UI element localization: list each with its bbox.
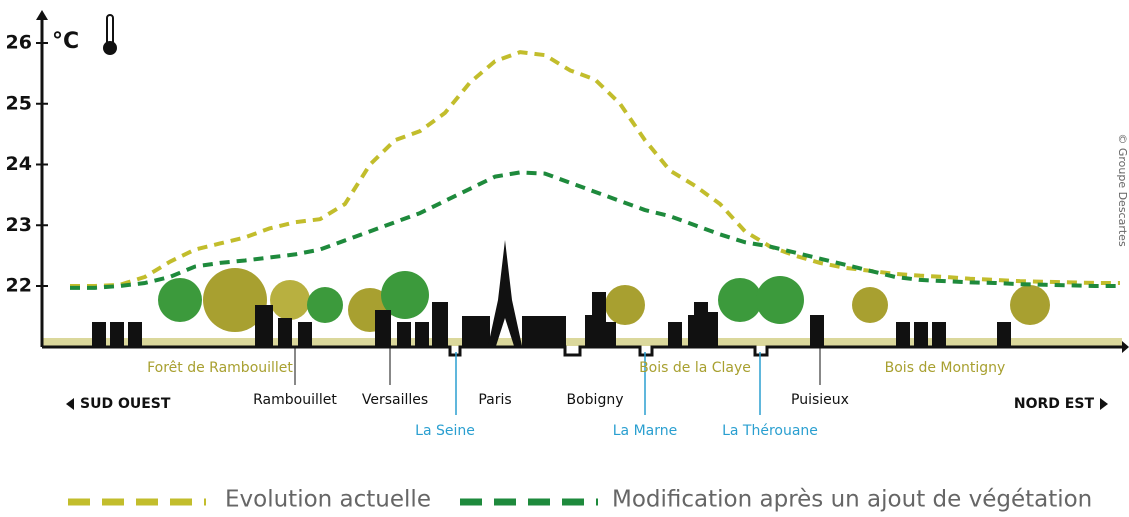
skyline — [36, 10, 1129, 415]
x-tick-label: La Thérouane — [722, 423, 818, 439]
direction-left: SUD OUEST — [80, 396, 171, 412]
x-tick-label: Bobigny — [567, 392, 624, 408]
y-tick-label: 26 — [6, 32, 32, 54]
x-tick-label: Rambouillet — [253, 392, 337, 408]
x-tick-label: Bois de Montigny — [885, 360, 1006, 376]
y-tick-label: 23 — [6, 214, 32, 236]
credit: © Groupe Descartes — [1116, 133, 1129, 247]
chart: °C SUD OUEST NORD EST © Groupe Descartes… — [0, 0, 1129, 517]
y-tick-label: 24 — [6, 153, 32, 175]
y-tick-label: 25 — [6, 92, 32, 114]
legend-label: Modification après un ajout de végétatio… — [612, 487, 1092, 513]
x-tick-label: Puisieux — [791, 392, 849, 408]
x-tick-label: La Marne — [613, 423, 677, 439]
x-tick-label: Bois de la Claye — [639, 360, 751, 376]
direction-right: NORD EST — [1014, 396, 1095, 412]
x-tick-label: Versailles — [362, 392, 428, 408]
x-tick-label: La Seine — [415, 423, 475, 439]
series-line — [70, 52, 1120, 286]
x-tick-label: Paris — [478, 392, 511, 408]
legend-label: Evolution actuelle — [225, 487, 431, 513]
unit: °C — [52, 29, 79, 54]
x-tick-label: Forêt de Rambouillet — [147, 360, 293, 376]
y-tick-label: 22 — [6, 275, 32, 297]
